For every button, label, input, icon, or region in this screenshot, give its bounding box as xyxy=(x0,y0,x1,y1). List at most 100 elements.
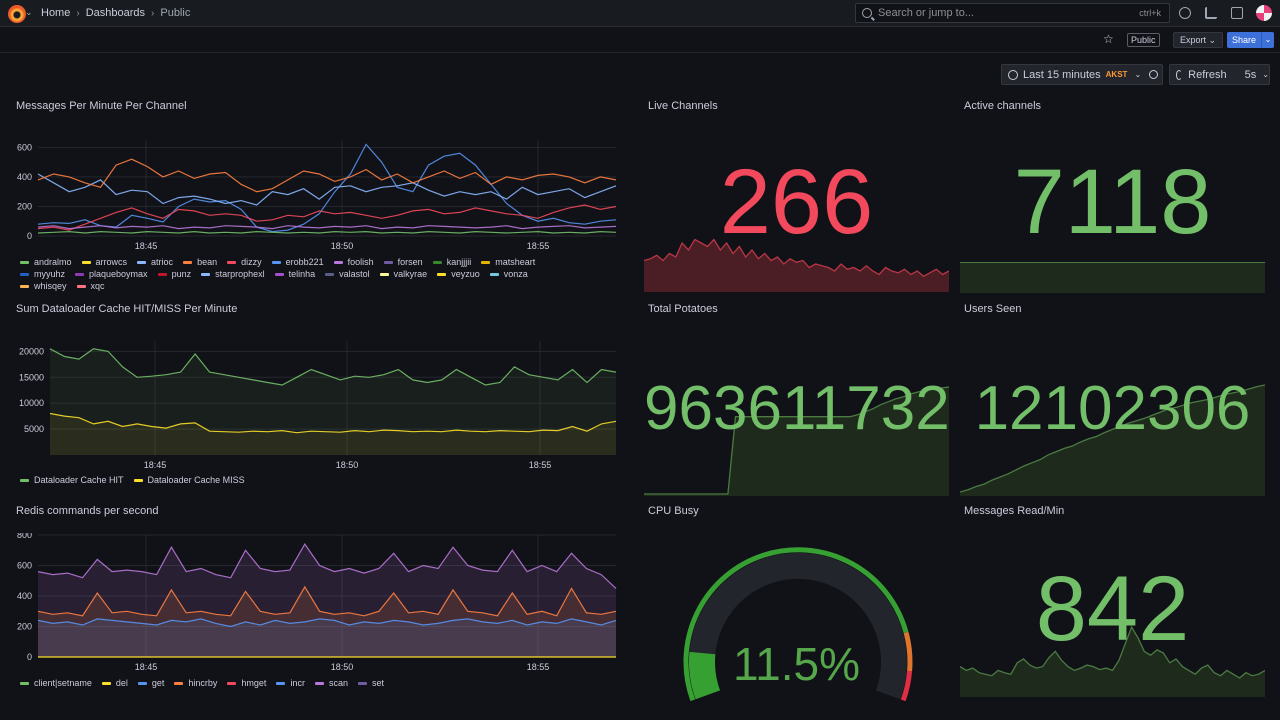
legend-item[interactable]: vonza xyxy=(489,269,528,279)
sparkline-area xyxy=(644,387,949,496)
legend-item[interactable]: hmget xyxy=(227,678,266,688)
x-tick-label: 18:50 xyxy=(336,460,359,470)
panel-total-potatoes[interactable]: Total Potatoes 963611732 xyxy=(644,303,950,497)
grafana-logo-icon[interactable] xyxy=(8,5,26,23)
panel-redis-commands[interactable]: Redis commands per second 0 200 400 600 800 1… xyxy=(12,505,630,705)
series-line-valastol xyxy=(37,225,617,230)
share-button[interactable]: Share xyxy=(1227,32,1262,48)
legend-item[interactable]: valkyrae xyxy=(379,269,427,279)
search-input[interactable]: Search or jump to... ctrl+k xyxy=(855,3,1170,23)
legend-swatch xyxy=(271,260,281,264)
legend-label: matsheart xyxy=(495,257,536,267)
legend-item[interactable]: client|setname xyxy=(20,678,92,688)
chevron-down-icon: ⌄ xyxy=(1134,70,1142,79)
x-tick-label: 18:50 xyxy=(331,662,354,672)
legend-item[interactable]: arrowcs xyxy=(81,257,127,267)
legend-item[interactable]: scan xyxy=(314,678,348,688)
sparkline-line xyxy=(644,238,949,278)
legend-swatch xyxy=(20,284,29,288)
legend-item[interactable]: foolish xyxy=(333,257,374,267)
panel-title: Total Potatoes xyxy=(648,303,718,315)
legend-swatch xyxy=(76,284,86,288)
legend-item[interactable]: get xyxy=(137,678,164,688)
legend-label: telinha xyxy=(288,269,316,279)
panel-dataloader-cache[interactable]: Sum Dataloader Cache HIT/MISS Per Minute… xyxy=(12,303,630,493)
series-line-bean xyxy=(37,158,617,193)
legend-item[interactable]: dizzy xyxy=(227,257,262,267)
panel-active-channels[interactable]: Active channels 7118 xyxy=(960,100,1265,294)
legend-item[interactable]: atrioc xyxy=(137,257,173,267)
series-line-dizzy xyxy=(37,204,617,231)
legend-item[interactable]: Dataloader Cache MISS xyxy=(133,475,245,485)
panel-messages-read[interactable]: Messages Read/Min 842 xyxy=(960,505,1265,705)
legend-item[interactable]: hincrby xyxy=(174,678,217,688)
export-button[interactable]: Export ⌄ xyxy=(1173,32,1224,48)
legend-item[interactable]: telinha xyxy=(274,269,316,279)
legend-item[interactable]: del xyxy=(101,678,128,688)
legend-label: incr xyxy=(290,678,305,688)
legend-item[interactable]: punz xyxy=(157,269,191,279)
legend-swatch xyxy=(481,260,491,264)
chevron-down-icon[interactable]: ⌄ xyxy=(25,7,33,17)
legend-swatch xyxy=(137,260,147,264)
sparkline-area xyxy=(644,239,949,292)
star-icon[interactable]: ☆ xyxy=(1103,32,1114,46)
legend-item[interactable]: set xyxy=(357,678,384,688)
series-line-Dataloader Cache MISS xyxy=(49,412,617,434)
legend-swatch xyxy=(227,260,237,264)
legend-item[interactable]: valastol xyxy=(325,269,370,279)
legend-item[interactable]: erobb221 xyxy=(271,257,324,267)
legend-swatch xyxy=(437,272,447,276)
legend-swatch xyxy=(489,272,499,276)
stat-value: 842 xyxy=(1035,558,1190,660)
rss-news-icon[interactable] xyxy=(1205,7,1217,19)
refresh-interval[interactable]: 5s xyxy=(1244,68,1257,81)
breadcrumb-dashboards[interactable]: Dashboards xyxy=(85,7,146,19)
legend-item[interactable]: Dataloader Cache HIT xyxy=(20,475,124,485)
legend-item[interactable]: xqc xyxy=(76,281,105,291)
legend-item[interactable]: forsen xyxy=(383,257,423,267)
kiosk-monitor-icon[interactable] xyxy=(1231,7,1243,19)
legend-item[interactable]: matsheart xyxy=(481,257,535,267)
series-line-hincrby xyxy=(37,585,617,617)
panel-title: Messages Read/Min xyxy=(964,505,1065,517)
legend-swatch xyxy=(20,681,29,685)
stat-value: 266 xyxy=(719,151,874,253)
gauge-track xyxy=(689,552,907,700)
panel-users-seen[interactable]: Users Seen 12102306 xyxy=(960,303,1265,497)
share-dropdown-chevron-icon[interactable]: ⌄ xyxy=(1261,32,1274,48)
series-line-andralmo xyxy=(37,230,617,234)
legend-item[interactable]: myyuhz xyxy=(20,269,65,279)
stat-value: 7118 xyxy=(1013,151,1212,253)
avatar[interactable] xyxy=(1256,5,1272,21)
panel-title: Sum Dataloader Cache HIT/MISS Per Minute xyxy=(16,303,238,315)
chart-legend: Dataloader Cache HIT Dataloader Cache MIS… xyxy=(20,475,580,485)
panel-messages-per-minute[interactable]: Messages Per Minute Per Channel 0 200 400 6… xyxy=(12,100,630,291)
time-range-picker[interactable]: Last 15 minutes AKST ⌄ xyxy=(1001,64,1163,85)
legend-swatch xyxy=(383,260,393,264)
panel-live-channels[interactable]: Live Channels 266 xyxy=(644,100,949,294)
legend-item[interactable]: bean xyxy=(183,257,217,267)
legend-item[interactable]: incr xyxy=(276,678,305,688)
legend-swatch xyxy=(157,272,167,276)
chart-legend: client|setname del get hincrby hmget incr scan… xyxy=(20,678,580,688)
zoom-out-button[interactable] xyxy=(1143,64,1163,85)
refresh-button[interactable]: Refresh 5s ⌄ xyxy=(1169,64,1270,85)
legend-item[interactable]: plaqueboymax xyxy=(75,269,148,279)
sparkline-line xyxy=(960,384,1265,493)
redis-area-chart: 0 200 400 600 800 18:45 18:50 18:55 xyxy=(17,533,617,672)
legend-label: scan xyxy=(328,678,348,688)
legend-label: client|setname xyxy=(34,678,92,688)
panel-cpu-busy[interactable]: CPU Busy 11.5% xyxy=(644,505,949,715)
legend-item[interactable]: andralmo xyxy=(20,257,72,267)
y-tick-label: 600 xyxy=(17,142,32,152)
legend-item[interactable]: veyzuo xyxy=(437,269,480,279)
series-line-erobb221 xyxy=(37,143,617,233)
search-placeholder: Search or jump to... xyxy=(878,7,974,19)
x-tick-label: 18:45 xyxy=(144,460,167,470)
breadcrumb-home[interactable]: Home xyxy=(41,7,71,19)
legend-item[interactable]: whisqey xyxy=(20,281,67,291)
legend-item[interactable]: kanjjjii xyxy=(432,257,471,267)
legend-item[interactable]: starprophexl xyxy=(201,269,265,279)
help-icon[interactable] xyxy=(1179,7,1191,19)
